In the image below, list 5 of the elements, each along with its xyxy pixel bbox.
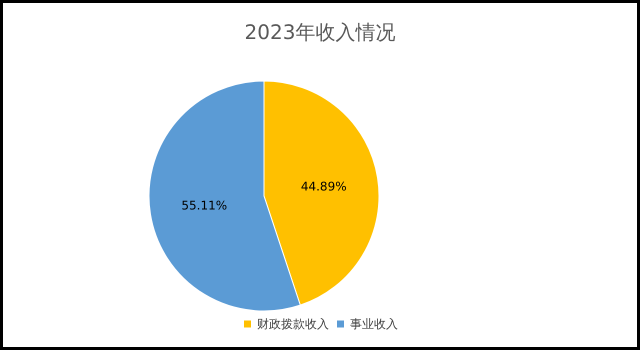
legend-label: 财政拨款收入 <box>257 317 329 331</box>
data-label: 55.11% <box>181 198 228 213</box>
legend-label: 事业收入 <box>350 317 398 331</box>
data-label: 44.89% <box>300 179 347 194</box>
chart-title: 2023年收入情况 <box>244 20 396 44</box>
